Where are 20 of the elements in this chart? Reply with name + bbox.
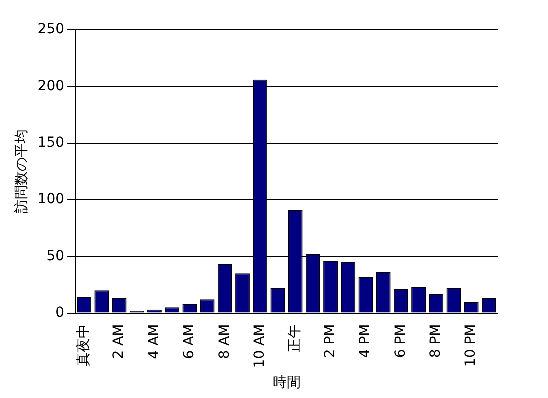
x-tick-label: 真夜中 [76, 324, 92, 366]
x-tick-label: 10 PM [463, 324, 480, 368]
x-tick-label: 2 PM [322, 324, 338, 358]
x-tick-label: 4 PM [358, 324, 374, 358]
y-tick-label: 0 [56, 304, 65, 321]
x-tick-label: 6 AM [182, 324, 198, 360]
x-tick-label: 4 AM [146, 324, 162, 360]
x-tick-label: 6 PM [392, 324, 409, 358]
y-tick-label: 250 [38, 22, 65, 38]
y-tick-label: 50 [46, 248, 65, 264]
y-tick-label: 200 [38, 78, 65, 94]
x-tick-label: 8 AM [216, 324, 233, 360]
x-axis-title: 時間 [272, 375, 301, 392]
x-tick-label: 2 AM [111, 324, 128, 360]
y-axis-title: 訪問数の平均 [14, 130, 30, 214]
y-tick-label: 150 [38, 134, 65, 151]
x-tick-label: 10 AM [252, 324, 268, 368]
x-tick-label: 正午 [287, 324, 304, 352]
y-tick-label: 100 [38, 192, 65, 208]
x-tick-label: 8 PM [428, 324, 444, 358]
